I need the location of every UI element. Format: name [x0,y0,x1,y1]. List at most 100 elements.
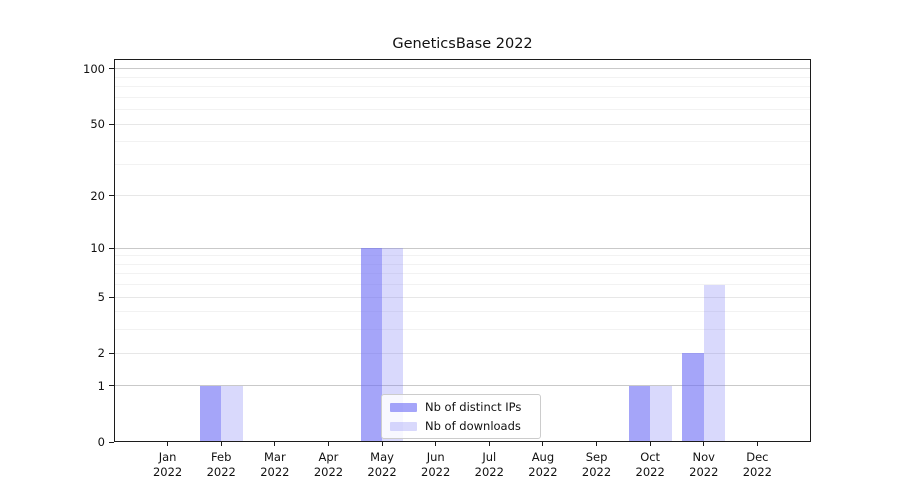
y-tick-mark-0 [109,441,114,443]
chart-title: GeneticsBase 2022 [392,36,533,52]
y-tick-label-1: 1 [97,378,105,393]
x-tick-year: 2022 [528,465,558,479]
gridline-y-40 [114,141,811,143]
gridline-y-60 [114,109,811,111]
y-tick-mark-10 [109,247,114,249]
gridline-y-3 [114,329,811,331]
x-tick-month: Aug [531,450,555,464]
y-tick-label-2: 2 [97,346,105,361]
x-tick-label-may: May 2022 [355,450,409,480]
x-tick-month: Nov [692,450,715,464]
y-tick-label-0: 0 [97,435,105,449]
x-tick-mark-mar [274,442,276,446]
x-tick-year: 2022 [474,465,504,479]
x-tick-label-oct: Oct 2022 [623,450,677,480]
x-tick-year: 2022 [260,465,290,479]
x-tick-label-mar: Mar 2022 [248,450,302,480]
x-tick-year: 2022 [206,465,236,479]
y-tick-mark-2 [109,352,114,354]
x-tick-month: Apr [318,450,339,464]
legend-swatch-distinct-ips-icon [390,402,417,412]
x-tick-label-apr: Apr 2022 [301,450,355,480]
bar-nb-of-downloads-nov [703,284,726,442]
x-tick-month: Oct [640,450,661,464]
x-tick-mark-sep [596,442,598,446]
x-tick-year: 2022 [581,465,612,479]
y-tick-mark-50 [109,123,114,125]
x-tick-month: Jun [426,450,445,464]
y-tick-label-5: 5 [97,290,105,305]
x-tick-mark-jun [435,442,437,446]
bar-nb-of-downloads-may [382,248,404,442]
x-tick-year: 2022 [689,465,719,479]
x-tick-label-sep: Sep 2022 [570,450,624,480]
bar-nb-of-distinct-ips-nov [682,353,704,442]
y-tick-mark-5 [109,296,114,298]
y-tick-mark-100 [109,68,114,70]
x-tick-mark-dec [756,442,758,446]
gridline-y-80 [114,86,811,88]
x-tick-label-jul: Jul 2022 [462,450,516,480]
x-tick-mark-oct [649,442,651,446]
gridline-y-2 [114,352,811,354]
y-tick-mark-1 [109,385,114,387]
x-tick-month: Jul [482,450,497,464]
x-tick-year: 2022 [421,465,451,479]
legend: Nb of distinct IPs Nb of downloads [381,394,541,439]
gridline-y-8 [114,263,811,265]
gridline-y-70 [114,96,811,98]
bar-nb-of-distinct-ips-feb [199,385,222,442]
y-tick-label-50: 50 [90,117,105,132]
gridline-y-5 [114,296,811,298]
x-tick-mark-jan [167,442,169,446]
x-tick-mark-feb [220,442,222,446]
x-tick-year: 2022 [313,465,344,479]
x-tick-month: May [370,450,394,464]
x-tick-label-nov: Nov 2022 [677,450,731,480]
x-tick-month: Feb [211,450,232,464]
legend-label-distinct-ips: Nb of distinct IPs [425,400,522,414]
bar-nb-of-downloads-oct [650,385,672,442]
gridline-y-10 [114,247,811,249]
x-tick-label-jan: Jan 2022 [141,450,195,480]
gridline-y-9 [114,255,811,257]
x-tick-mark-jul [488,442,490,446]
x-tick-mark-nov [703,442,705,446]
x-tick-month: Jan [158,450,177,464]
gridline-y-90 [114,76,811,78]
plot-area: 0 1 2 5 10 20 50 100 Jan 2022 Feb 2022 Mar 2022 Apr 202… [83,59,811,479]
legend-item-distinct-ips: Nb of distinct IPs [390,400,532,414]
legend-label-downloads: Nb of downloads [425,419,521,433]
x-tick-mark-aug [542,442,544,446]
bar-nb-of-distinct-ips-oct [628,385,651,442]
x-tick-label-dec: Dec 2022 [730,450,784,480]
legend-item-downloads: Nb of downloads [390,419,532,433]
gridline-y-4 [114,311,811,313]
gridline-y-20 [114,195,811,197]
x-tick-label-aug: Aug 2022 [516,450,570,480]
x-tick-year: 2022 [742,465,773,479]
y-tick-label-100: 100 [83,61,105,76]
legend-swatch-downloads-icon [390,421,417,431]
bar-nb-of-distinct-ips-may [360,248,383,442]
y-tick-label-10: 10 [90,241,105,256]
gridline-y-1 [114,385,811,387]
x-tick-month: Dec [746,450,769,464]
y-tick-mark-20 [109,195,114,197]
y-tick-label-20: 20 [90,188,105,203]
gridline-y-6 [114,284,811,286]
x-tick-year: 2022 [152,465,183,479]
bar-nb-of-downloads-feb [221,385,243,442]
gridline-y-50 [114,123,811,125]
gridline-y-7 [114,273,811,275]
x-tick-label-jun: Jun 2022 [409,450,463,480]
x-tick-mark-may [381,442,383,446]
gridline-y-30 [114,163,811,165]
x-tick-year: 2022 [635,465,665,479]
x-tick-month: Sep [585,450,608,464]
x-tick-month: Mar [263,450,286,464]
x-tick-label-feb: Feb 2022 [194,450,248,480]
x-tick-mark-apr [327,442,329,446]
gridline-y-100 [114,68,811,70]
